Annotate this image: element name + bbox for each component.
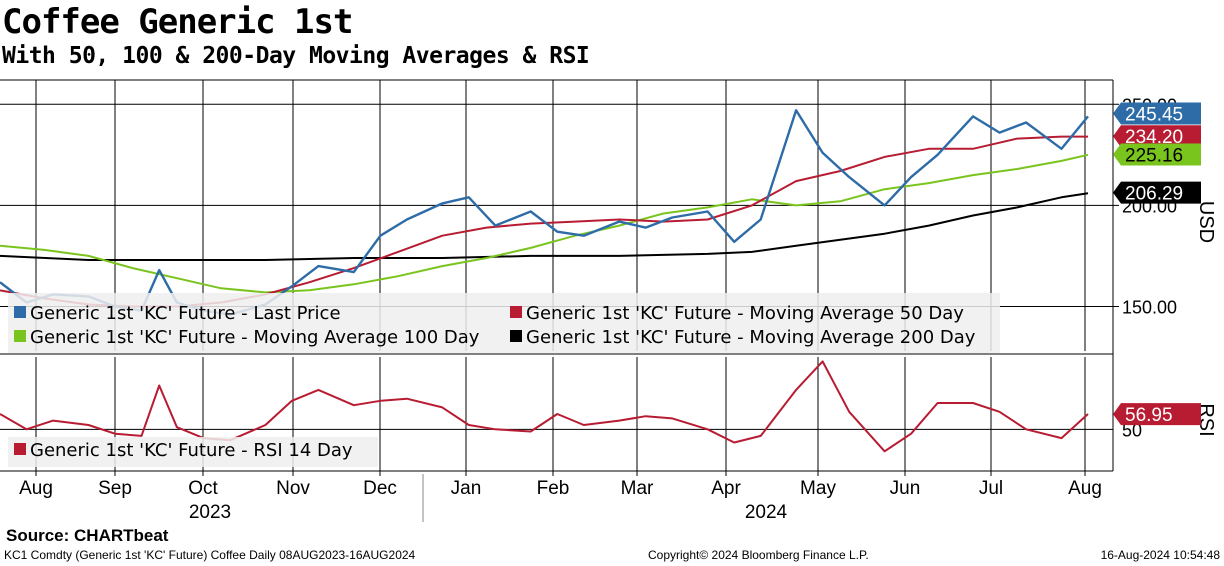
x-tick-label-jan: Jan xyxy=(451,478,482,499)
security-description: KC1 Comdty (Generic 1st 'KC' Future) Cof… xyxy=(4,548,416,562)
last-value-tag-ma100 xyxy=(1113,143,1201,166)
chart-subtitle: With 50, 100 & 200-Day Moving Averages &… xyxy=(2,43,590,69)
legend-swatch-rsi xyxy=(14,443,26,455)
rsi-legend-box xyxy=(8,437,378,467)
y-tick-label: 150.00 xyxy=(1122,298,1177,318)
y-axis-title: USD xyxy=(1195,201,1217,243)
x-tick-label-dec: Dec xyxy=(363,478,397,499)
legend-label-ma200: Generic 1st 'KC' Future - Moving Average… xyxy=(526,327,976,348)
last-value-tag-rsi xyxy=(1113,403,1201,426)
legend-label-ma100: Generic 1st 'KC' Future - Moving Average… xyxy=(30,327,480,348)
legend-label-ma50: Generic 1st 'KC' Future - Moving Average… xyxy=(526,303,964,324)
last-value-tag-ma200 xyxy=(1113,181,1201,204)
series-line-last_price xyxy=(0,109,1089,316)
legend-swatch-last_price xyxy=(14,306,26,318)
legend-label-rsi: Generic 1st 'KC' Future - RSI 14 Day xyxy=(30,440,353,461)
x-tick-label-oct: Oct xyxy=(188,478,218,499)
series-line-ma100 xyxy=(0,153,1089,294)
legend-swatch-ma50 xyxy=(510,306,522,318)
series-line-ma200 xyxy=(0,192,1089,261)
rsi-tick-label: 50 xyxy=(1122,420,1142,440)
legend-label-last_price: Generic 1st 'KC' Future - Last Price xyxy=(30,303,341,324)
x-tick-label-nov: Nov xyxy=(276,478,310,499)
x-tick-label-mar: Mar xyxy=(621,478,654,499)
x-tick-label-may: May xyxy=(800,478,836,499)
last-value-label-ma100: 225.16 xyxy=(1125,146,1183,167)
x-tick-label-aug: Aug xyxy=(1068,478,1102,499)
legend-swatch-ma200 xyxy=(510,330,522,342)
price-legend-box xyxy=(8,293,1000,353)
copyright-notice: Copyright© 2024 Bloomberg Finance L.P. xyxy=(648,548,869,562)
last-value-tag-ma50 xyxy=(1113,125,1201,148)
x-tick-label-feb: Feb xyxy=(537,478,570,499)
last-value-tag-last_price xyxy=(1113,102,1201,125)
chart-title: Coffee Generic 1st xyxy=(2,2,353,42)
year-label-2023: 2023 xyxy=(189,502,231,523)
x-tick-label-apr: Apr xyxy=(711,478,741,499)
timestamp: 16-Aug-2024 10:54:48 xyxy=(1100,548,1220,562)
x-tick-label-jul: Jul xyxy=(979,478,1003,499)
series-line-rsi xyxy=(0,360,1089,453)
last-value-label-ma200: 206.29 xyxy=(1125,184,1183,205)
last-value-label-ma50: 234.20 xyxy=(1125,127,1183,148)
x-tick-label-aug: Aug xyxy=(19,478,53,499)
x-tick-label-sep: Sep xyxy=(98,478,132,499)
x-tick-label-jun: Jun xyxy=(890,478,921,499)
last-value-label-rsi: 56.95 xyxy=(1125,405,1173,426)
legend-swatch-ma100 xyxy=(14,330,26,342)
year-label-2024: 2024 xyxy=(745,502,788,523)
source-label: Source: CHARTbeat xyxy=(6,526,169,545)
last-value-label-last_price: 245.45 xyxy=(1125,104,1183,125)
